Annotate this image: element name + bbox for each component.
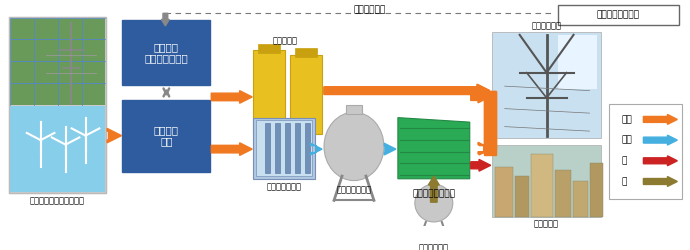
Polygon shape <box>478 142 490 154</box>
Bar <box>290 55 322 134</box>
Polygon shape <box>324 84 490 97</box>
Text: 電気: 電気 <box>622 115 632 124</box>
Polygon shape <box>643 114 678 124</box>
Text: 出力制御システム: 出力制御システム <box>597 10 640 20</box>
Bar <box>253 50 285 133</box>
Ellipse shape <box>324 112 384 180</box>
Polygon shape <box>310 143 322 155</box>
Bar <box>573 180 587 216</box>
Bar <box>295 123 300 174</box>
Text: 出力制御指令: 出力制御指令 <box>354 5 386 14</box>
Text: 【水素タンク】: 【水素タンク】 <box>337 185 371 194</box>
Bar <box>484 91 495 156</box>
Bar <box>609 104 682 198</box>
Bar <box>275 123 280 174</box>
Bar <box>9 17 106 193</box>
Text: 【再生可能エネルギー】: 【再生可能エネルギー】 <box>30 196 85 205</box>
Bar <box>515 176 529 216</box>
Bar <box>484 91 495 149</box>
Bar <box>10 18 106 105</box>
Text: 電力制御
機器: 電力制御 機器 <box>154 125 179 146</box>
Bar <box>346 105 362 114</box>
Polygon shape <box>211 143 252 156</box>
Text: 水素混焼エンジン: 水素混焼エンジン <box>413 190 455 198</box>
Bar <box>253 118 315 179</box>
Polygon shape <box>107 128 121 143</box>
Polygon shape <box>384 143 396 155</box>
Polygon shape <box>643 176 678 186</box>
Bar <box>589 162 604 216</box>
Polygon shape <box>428 176 440 202</box>
Bar <box>558 35 598 89</box>
Text: 水素: 水素 <box>622 136 632 144</box>
Bar <box>492 144 602 216</box>
Bar <box>258 44 280 53</box>
Text: 油: 油 <box>622 177 627 186</box>
Bar <box>305 123 310 174</box>
Bar <box>285 123 290 174</box>
Bar <box>492 32 602 138</box>
Polygon shape <box>471 91 490 103</box>
Bar <box>122 20 210 85</box>
Ellipse shape <box>415 184 453 222</box>
Bar <box>495 167 513 216</box>
Text: 【油タンク】: 【油タンク】 <box>419 244 448 250</box>
Polygon shape <box>398 118 470 179</box>
Polygon shape <box>479 143 491 155</box>
Polygon shape <box>643 135 678 145</box>
Bar <box>531 154 553 216</box>
Bar <box>10 106 106 192</box>
Bar <box>256 120 312 176</box>
Text: 熱: 熱 <box>622 156 627 165</box>
Polygon shape <box>643 156 678 166</box>
Bar <box>558 5 680 25</box>
Polygon shape <box>161 13 169 26</box>
Text: 【水電解装置】: 【水電解装置】 <box>266 182 302 192</box>
Bar <box>555 170 571 216</box>
Text: 【需要家】: 【需要家】 <box>534 219 559 228</box>
Bar <box>9 17 106 193</box>
Text: 【蓄電池】: 【蓄電池】 <box>273 37 297 46</box>
Bar <box>265 123 270 174</box>
Text: 【電力系統】: 【電力系統】 <box>531 22 562 30</box>
Polygon shape <box>211 91 252 103</box>
Polygon shape <box>324 84 490 97</box>
Polygon shape <box>471 160 491 171</box>
Bar <box>295 48 317 57</box>
Text: 協調制御
コントローラー: 協調制御 コントローラー <box>144 42 188 64</box>
Bar <box>122 100 210 172</box>
